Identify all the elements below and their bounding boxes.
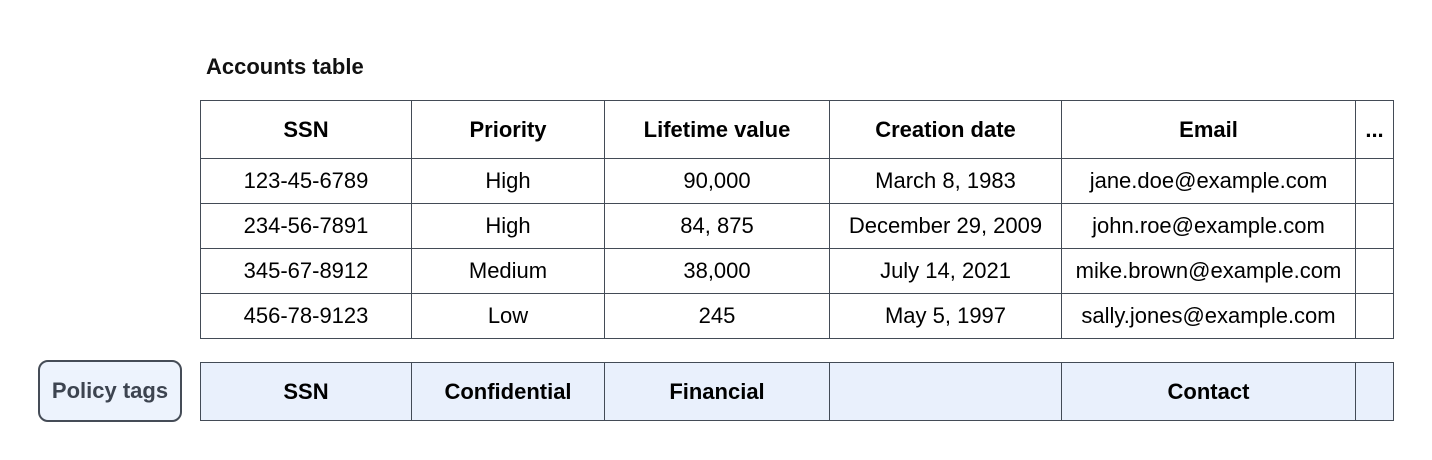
cell-creation-date: December 29, 2009 (829, 203, 1062, 249)
table-row: 456-78-9123 Low 245 May 5, 1997 sally.jo… (200, 293, 1394, 339)
table-row: 345-67-8912 Medium 38,000 July 14, 2021 … (200, 248, 1394, 294)
accounts-table-body: 123-45-6789 High 90,000 March 8, 1983 ja… (200, 158, 1394, 339)
cell-lifetime-value: 38,000 (604, 248, 830, 294)
cell-more (1355, 293, 1394, 339)
header-row: SSN Priority Lifetime value Creation dat… (200, 100, 1394, 159)
cell-more (1355, 158, 1394, 204)
cell-priority: Low (411, 293, 605, 339)
cell-email: mike.brown@example.com (1061, 248, 1356, 294)
header-cell-priority: Priority (411, 100, 605, 159)
cell-priority: High (411, 158, 605, 204)
policy-tag-contact: Contact (1061, 362, 1356, 421)
accounts-table-header: SSN Priority Lifetime value Creation dat… (200, 100, 1394, 159)
accounts-table: SSN Priority Lifetime value Creation dat… (200, 100, 1394, 339)
cell-lifetime-value: 245 (604, 293, 830, 339)
header-cell-ssn: SSN (200, 100, 412, 159)
policy-tag-empty (829, 362, 1062, 421)
cell-lifetime-value: 90,000 (604, 158, 830, 204)
table-row: 234-56-7891 High 84, 875 December 29, 20… (200, 203, 1394, 249)
cell-priority: Medium (411, 248, 605, 294)
cell-ssn: 345-67-8912 (200, 248, 412, 294)
policy-tags-table: SSN Confidential Financial Contact (200, 362, 1394, 421)
header-cell-creation-date: Creation date (829, 100, 1062, 159)
page-title: Accounts table (206, 54, 364, 79)
cell-more (1355, 203, 1394, 249)
policy-tag-financial: Financial (604, 362, 830, 421)
header-cell-lifetime-value: Lifetime value (604, 100, 830, 159)
cell-creation-date: March 8, 1983 (829, 158, 1062, 204)
cell-email: john.roe@example.com (1061, 203, 1356, 249)
header-cell-email: Email (1061, 100, 1356, 159)
cell-creation-date: July 14, 2021 (829, 248, 1062, 294)
cell-lifetime-value: 84, 875 (604, 203, 830, 249)
cell-creation-date: May 5, 1997 (829, 293, 1062, 339)
cell-ssn: 234-56-7891 (200, 203, 412, 249)
table-row: 123-45-6789 High 90,000 March 8, 1983 ja… (200, 158, 1394, 204)
policy-tag-empty-more (1355, 362, 1394, 421)
cell-email: jane.doe@example.com (1061, 158, 1356, 204)
cell-priority: High (411, 203, 605, 249)
policy-tags-row: SSN Confidential Financial Contact (200, 362, 1394, 421)
cell-more (1355, 248, 1394, 294)
header-cell-more: ... (1355, 100, 1394, 159)
cell-ssn: 123-45-6789 (200, 158, 412, 204)
cell-email: sally.jones@example.com (1061, 293, 1356, 339)
cell-ssn: 456-78-9123 (200, 293, 412, 339)
policy-tag-confidential: Confidential (411, 362, 605, 421)
policy-tags-badge: Policy tags (38, 360, 182, 422)
policy-tag-ssn: SSN (200, 362, 412, 421)
